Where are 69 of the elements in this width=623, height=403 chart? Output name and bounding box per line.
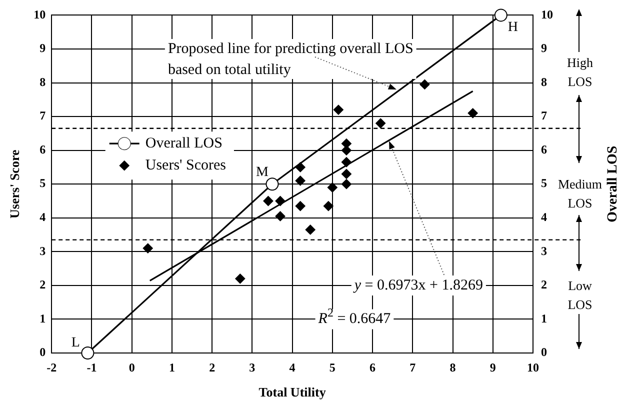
y-tick-label: 5 [40, 176, 46, 190]
point [81, 346, 94, 360]
point [420, 79, 430, 90]
point [275, 196, 286, 206]
y2-tick-label: 1 [541, 311, 547, 326]
point [341, 168, 352, 179]
x-tick-label: 4 [289, 360, 296, 374]
x-axis-title: Total Utility [258, 384, 326, 400]
y2-tick-label: 3 [541, 244, 547, 258]
y2-axis-title: Overall LOS [606, 146, 621, 222]
text: High LOS [567, 55, 594, 90]
y-tick-label: 3 [40, 244, 46, 258]
point [341, 179, 352, 190]
y2-tick-label: 4 [541, 210, 547, 224]
point [327, 182, 338, 192]
y-tick-label: 8 [40, 74, 46, 89]
point [295, 201, 306, 212]
y-tick-label: 0 [40, 345, 46, 360]
x-tick-label: 2 [209, 360, 216, 374]
point [323, 201, 334, 212]
x-tick-label: 10 [527, 360, 539, 374]
y-tick-label: 7 [40, 108, 46, 123]
point [341, 157, 352, 168]
y-axis-title: Users' Score [7, 150, 22, 218]
annotation: H [508, 20, 518, 35]
y2-tick-label: 0 [541, 345, 547, 360]
y2-tick-label: 7 [541, 108, 547, 123]
x-tick-label: -2 [46, 360, 57, 374]
annotation: M [256, 164, 270, 180]
y-tick-label: 9 [40, 41, 46, 56]
x-tick-label: 1 [168, 360, 175, 374]
y2-tick-label: 10 [541, 7, 553, 22]
point [305, 224, 316, 235]
point [333, 104, 344, 115]
text: Low LOS [568, 278, 593, 312]
x-tick-label: 8 [450, 360, 456, 374]
point [142, 243, 153, 254]
x-tick-label: -1 [86, 360, 97, 374]
y2-tick-label: 5 [541, 176, 547, 190]
text: Medium LOS [558, 176, 602, 211]
point [275, 211, 286, 222]
annotation: L [71, 336, 80, 351]
x-tick-label: 6 [370, 360, 376, 374]
annotation: Proposed line for predicting overall LOS based on total utility [168, 40, 414, 78]
point [263, 196, 274, 206]
y-tick-label: 10 [34, 7, 46, 22]
annotation: y = 0.6973x + 1.8269 [352, 277, 483, 294]
point [341, 145, 352, 156]
legend-label: Users' Scores [145, 158, 226, 174]
y2-tick-label: 8 [541, 74, 547, 89]
y2-tick-label: 9 [541, 41, 547, 56]
point [235, 274, 246, 284]
point [494, 8, 508, 22]
x-tick-label: 5 [329, 360, 336, 374]
point [376, 118, 386, 128]
point [295, 176, 306, 186]
x-tick-label: 7 [410, 360, 416, 374]
y2-tick-label: 6 [541, 142, 547, 156]
x-tick-label: 0 [128, 360, 135, 374]
y-tick-label: 1 [40, 311, 46, 326]
y-tick-label: 4 [40, 210, 46, 224]
y2-tick-label: 2 [541, 278, 547, 292]
legend-label: Overall LOS [145, 136, 222, 152]
y-tick-label: 6 [40, 142, 46, 156]
point [266, 178, 279, 191]
x-tick-label: 9 [490, 360, 496, 374]
point [468, 108, 478, 118]
y-tick-label: 2 [40, 278, 46, 292]
x-tick-label: 3 [249, 360, 256, 374]
